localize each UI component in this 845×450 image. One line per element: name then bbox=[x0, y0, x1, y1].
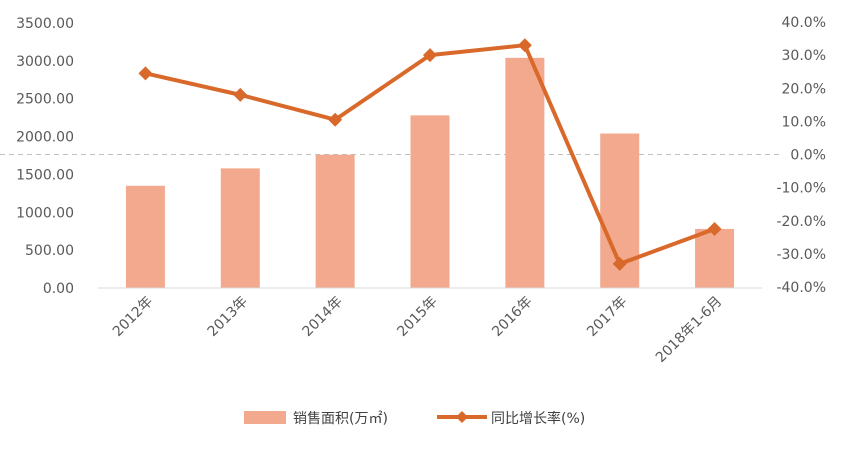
bar bbox=[125, 185, 165, 288]
left-tick-label: 2500.00 bbox=[16, 92, 74, 108]
line-series bbox=[138, 38, 722, 271]
left-tick-label: 1500.00 bbox=[16, 167, 74, 183]
bar bbox=[505, 57, 545, 289]
x-tick-label: 2017年 bbox=[584, 294, 630, 340]
legend: 销售面积(万㎡) 同比增长率(%) bbox=[244, 410, 585, 427]
legend-bar-swatch bbox=[244, 411, 286, 424]
left-tick-label: 3000.00 bbox=[16, 54, 74, 70]
legend-bar-label: 销售面积(万㎡) bbox=[293, 411, 388, 427]
x-tick-label: 2014年 bbox=[300, 294, 346, 340]
bar bbox=[220, 168, 260, 288]
right-tick-label: 0.0% bbox=[790, 148, 826, 164]
left-tick-label: 1000.00 bbox=[16, 205, 74, 221]
right-tick-label: -20.0% bbox=[776, 214, 826, 230]
left-axis-ticks: 0.00 500.00 1000.00 1500.00 2000.00 2500.00 30… bbox=[16, 16, 74, 297]
right-tick-label: 30.0% bbox=[782, 48, 826, 64]
legend-line-label: 同比增长率(%) bbox=[491, 410, 585, 427]
bar bbox=[695, 228, 735, 288]
line-point bbox=[233, 87, 248, 102]
x-tick-label: 2012年 bbox=[110, 294, 156, 340]
right-tick-label: 40.0% bbox=[782, 15, 826, 31]
x-tick-label: 2018年1-6月 bbox=[653, 294, 725, 366]
bar-series bbox=[125, 57, 735, 289]
bar bbox=[315, 154, 355, 288]
left-tick-label: 0.00 bbox=[43, 281, 74, 297]
right-tick-label: 20.0% bbox=[782, 81, 826, 97]
line-point bbox=[707, 222, 722, 237]
left-tick-label: 3500.00 bbox=[16, 16, 74, 32]
right-tick-label: -30.0% bbox=[776, 247, 826, 263]
bar bbox=[410, 115, 450, 288]
right-tick-label: -40.0% bbox=[776, 280, 826, 296]
line-point bbox=[138, 66, 153, 81]
line-point bbox=[423, 48, 437, 63]
x-axis-ticks: 2012年 2013年 2014年 2015年 2016年 2017年 2018年1-6月 bbox=[110, 294, 726, 366]
right-axis-ticks: 40.0% 30.0% 20.0% 10.0% 0.0% -10.0% -20.0% -30.… bbox=[776, 15, 826, 296]
line-point bbox=[328, 112, 343, 127]
right-tick-label: 10.0% bbox=[782, 114, 826, 130]
legend-line-marker bbox=[456, 411, 468, 423]
x-tick-label: 2015年 bbox=[394, 294, 440, 340]
x-tick-label: 2013年 bbox=[205, 294, 251, 340]
x-tick-label: 2016年 bbox=[489, 294, 535, 340]
line-point bbox=[517, 38, 532, 53]
left-tick-label: 2000.00 bbox=[16, 130, 74, 146]
line-point bbox=[612, 256, 627, 271]
right-tick-label: -10.0% bbox=[776, 181, 826, 197]
left-tick-label: 500.00 bbox=[25, 243, 74, 259]
